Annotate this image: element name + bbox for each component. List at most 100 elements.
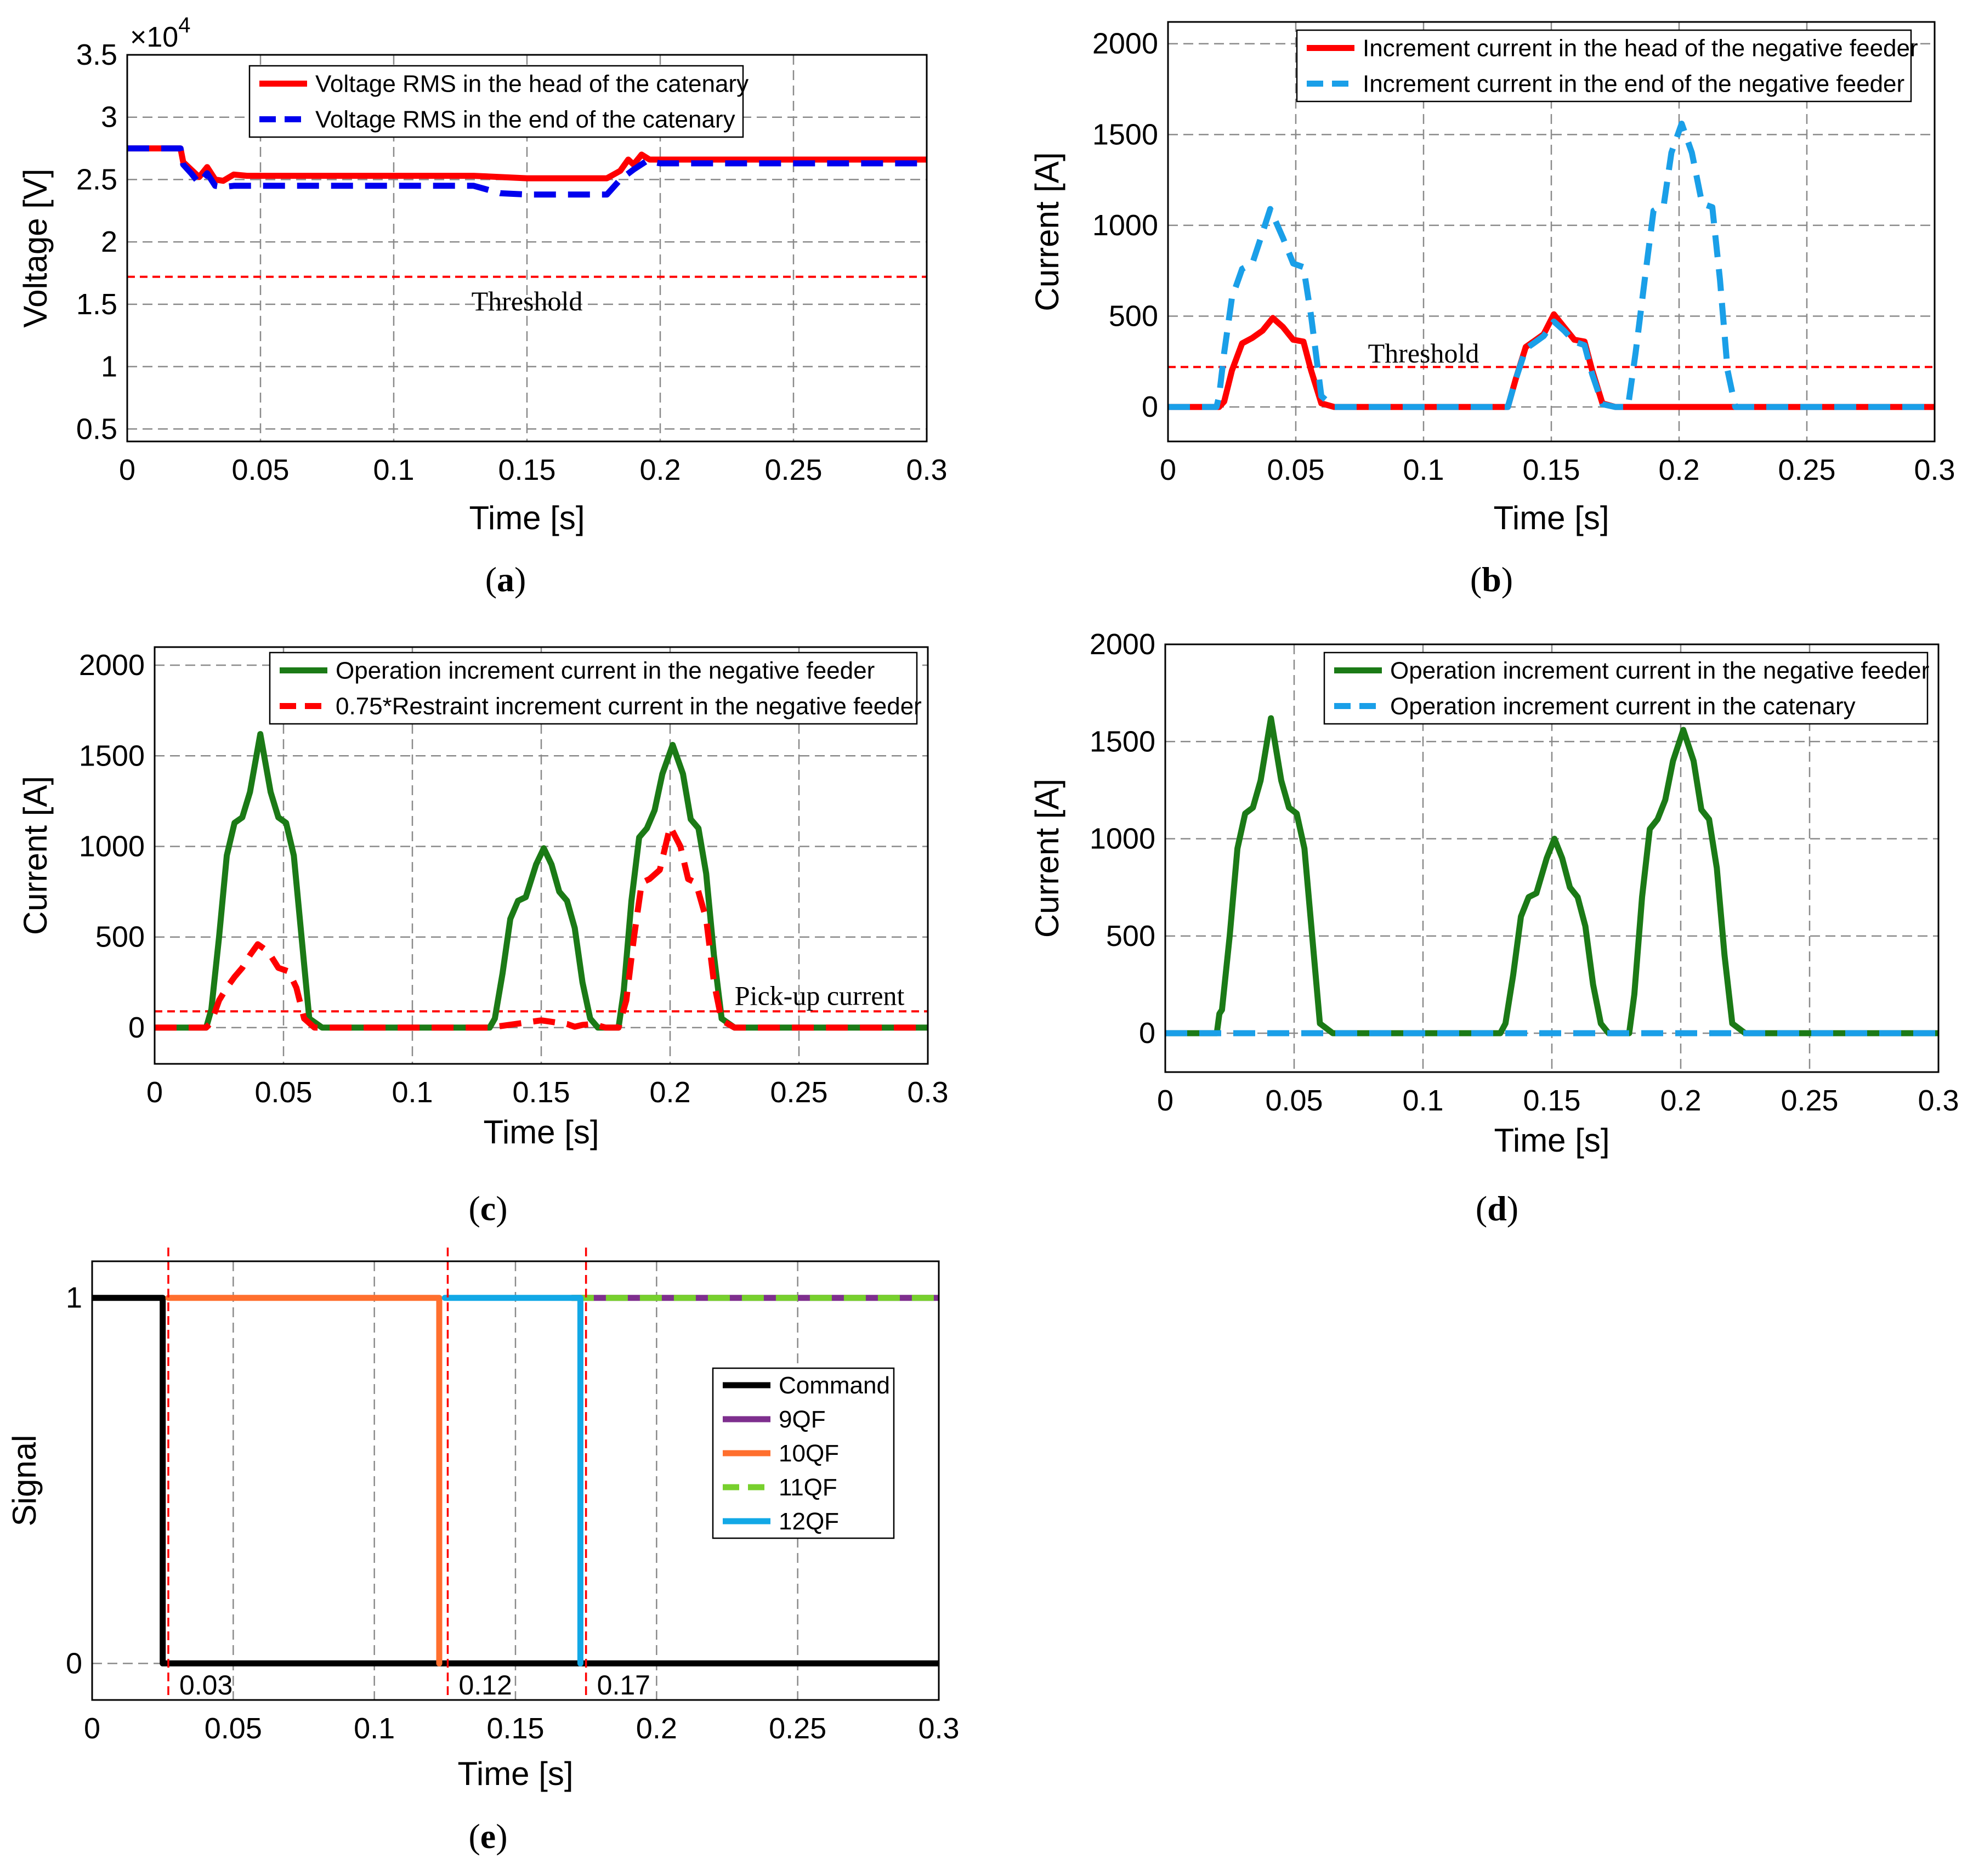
marker-line-label: 0.17 — [597, 1670, 650, 1701]
caption-letter: b — [1482, 560, 1501, 599]
y-tick-label: 1 — [66, 1282, 82, 1314]
chart-e: 0 0.05 0.1 0.15 0.2 0.25 0.3 0 1 Time [s] Signal 0.… — [6, 1248, 960, 1856]
x-axis-label: Time [s] — [1493, 500, 1609, 536]
y-tick-label: 500 — [95, 921, 145, 954]
x-tick-label: 0.05 — [1267, 454, 1324, 486]
caption-open: ( — [485, 560, 497, 599]
legend-label: Voltage RMS in the head of the catenary — [315, 71, 749, 98]
x-tick-label: 0 — [1157, 1084, 1173, 1117]
x-tick-label: 0.2 — [1660, 1084, 1701, 1117]
y-tick-label: 1000 — [1090, 823, 1155, 855]
x-axis-label: Time [s] — [457, 1755, 573, 1792]
legend: Voltage RMS in the head of the catenary V… — [248, 65, 749, 138]
marker-line-label: 0.03 — [179, 1670, 233, 1701]
x-tick-label: 0.05 — [231, 454, 289, 486]
panel-caption: (e) — [468, 1817, 507, 1856]
legend: Operation increment current in the negat… — [1323, 651, 1929, 725]
caption-open: ( — [1476, 1189, 1487, 1228]
caption-letter: c — [480, 1189, 496, 1228]
y-tick-label: 2000 — [79, 649, 145, 682]
y-tick-label: 1500 — [1092, 118, 1158, 151]
y-tick-label: 1500 — [1090, 725, 1155, 758]
x-tick-label: 0.3 — [918, 1712, 959, 1745]
y-tick-label: 2000 — [1092, 27, 1158, 60]
x-tick-label: 0 — [1160, 454, 1176, 486]
panel-caption: (d) — [1476, 1189, 1518, 1228]
x-tick-label: 0.25 — [1781, 1084, 1838, 1117]
legend-label: Increment current in the end of the nega… — [1363, 71, 1904, 98]
y-tick-label: 2 — [101, 225, 117, 258]
y-tick-label: 3 — [101, 101, 117, 134]
y-axis-label: Signal — [6, 1435, 43, 1527]
x-axis-label: Time [s] — [483, 1114, 599, 1150]
x-tick-label: 0 — [146, 1076, 163, 1109]
x-tick-label: 0 — [84, 1712, 100, 1745]
chart-a: 0 0.05 0.1 0.15 0.2 0.25 0.3 0.5 1 1.5 2 2.5 3 3.5 Tim… — [17, 13, 948, 599]
axis-exponent-power: 4 — [178, 13, 190, 37]
x-tick-label: 0.15 — [1523, 1084, 1580, 1117]
caption-close: ) — [1507, 1189, 1518, 1228]
series-line-increment-current-in-the-end-of-the-negative-feeder — [1168, 121, 1935, 410]
axes-frame — [91, 1260, 940, 1701]
series-line-command — [92, 1295, 939, 1667]
x-tick-label: 0.15 — [486, 1712, 544, 1745]
y-tick-label: 1 — [101, 350, 117, 383]
caption-close: ) — [1501, 560, 1513, 599]
x-tick-label: 0.05 — [1265, 1084, 1323, 1117]
y-tick-label: 0 — [66, 1647, 82, 1680]
caption-close: ) — [514, 560, 526, 599]
x-tick-label: 0.15 — [498, 454, 555, 486]
axes-frame — [126, 54, 928, 443]
series-line-voltage-rms-in-the-end-of-the-catenary — [127, 145, 927, 198]
x-tick-label: 0.2 — [649, 1076, 690, 1109]
axes-frame — [1167, 21, 1936, 443]
caption-letter: a — [497, 560, 514, 599]
series-group — [127, 145, 927, 278]
legend-box — [248, 65, 744, 138]
panel-caption: (c) — [468, 1189, 507, 1228]
legend-box — [1323, 651, 1929, 725]
legend-label: Voltage RMS in the end of the catenary — [315, 106, 735, 133]
x-tick-label: 0.15 — [512, 1076, 570, 1109]
chart-d: 0 0.05 0.1 0.15 0.2 0.25 0.3 0 500 1000 1500 2000 Ti… — [1029, 628, 1959, 1228]
caption-letter: e — [480, 1817, 496, 1856]
y-tick-label: 500 — [1109, 299, 1158, 332]
marker-line-label: 0.12 — [458, 1670, 512, 1701]
y-tick-label: 2000 — [1090, 628, 1155, 661]
y-tick-label: 1500 — [79, 739, 145, 772]
legend-label: Operation increment current in the negat… — [1390, 658, 1929, 684]
axes-frame — [154, 646, 929, 1065]
legend-label: 0.75*Restraint increment current in the … — [336, 693, 922, 720]
x-tick-label: 0.25 — [770, 1076, 827, 1109]
x-tick-label: 0.2 — [1658, 454, 1699, 486]
legend-label: 9QF — [779, 1406, 826, 1433]
series-line-operation-increment-current-in-the-negative-feeder — [155, 731, 928, 1031]
x-tick-label: 0 — [119, 454, 135, 486]
x-tick-label: 0.1 — [373, 454, 414, 486]
y-axis-label: Current [A] — [1029, 779, 1065, 938]
axis-exponent-base: ×10 — [130, 21, 178, 53]
axes-frame — [1164, 643, 1940, 1073]
annotation: Threshold — [472, 286, 583, 316]
legend: Operation increment current in the negat… — [269, 651, 922, 725]
series-group — [155, 731, 928, 1031]
x-axis-label: Time [s] — [1494, 1122, 1609, 1159]
axis-exponent: ×104 — [130, 13, 190, 53]
legend-box — [269, 651, 918, 725]
x-tick-label: 0.3 — [1914, 454, 1955, 486]
x-tick-label: 0.3 — [906, 454, 947, 486]
x-tick-label: 0.2 — [636, 1712, 677, 1745]
x-tick-label: 0.3 — [1918, 1084, 1959, 1117]
x-tick-label: 0.25 — [764, 454, 822, 486]
series-group — [1165, 715, 1938, 1036]
series-group — [1168, 121, 1935, 410]
legend-label: 12QF — [779, 1508, 839, 1535]
x-tick-label: 0.1 — [354, 1712, 395, 1745]
series-group — [92, 1295, 939, 1667]
x-tick-label: 0.1 — [1402, 1084, 1443, 1117]
caption-close: ) — [496, 1817, 507, 1856]
x-tick-label: 0.15 — [1522, 454, 1580, 486]
x-tick-label: 0.25 — [769, 1712, 826, 1745]
x-tick-label: 0.1 — [1403, 454, 1444, 486]
